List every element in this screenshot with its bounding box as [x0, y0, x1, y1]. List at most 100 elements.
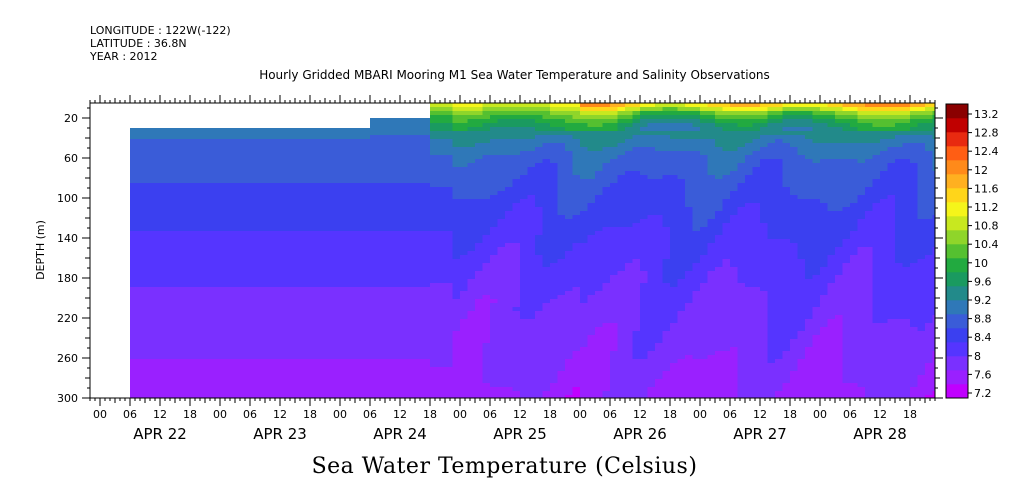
field-cell	[550, 347, 559, 352]
field-cell	[482, 391, 491, 396]
field-cell	[565, 283, 574, 288]
field-cell	[647, 359, 656, 364]
field-cell	[347, 219, 356, 224]
field-cell	[257, 263, 266, 268]
field-cell	[557, 199, 566, 204]
field-cell	[137, 183, 146, 188]
field-cell	[392, 391, 401, 396]
field-cell	[430, 171, 439, 176]
field-cell	[167, 211, 176, 216]
field-cell	[272, 367, 281, 372]
field-cell	[227, 139, 236, 144]
field-cell	[152, 343, 161, 348]
field-cell	[460, 199, 469, 204]
field-cell	[317, 359, 326, 364]
field-cell	[655, 203, 664, 208]
field-cell	[295, 171, 304, 176]
field-cell	[197, 243, 206, 248]
field-cell	[505, 323, 514, 328]
field-cell	[205, 175, 214, 180]
field-cell	[295, 323, 304, 328]
field-cell	[302, 395, 311, 398]
field-cell	[610, 211, 619, 216]
field-cell	[145, 239, 154, 244]
field-cell	[557, 155, 566, 160]
field-cell	[227, 299, 236, 304]
field-cell	[205, 247, 214, 252]
field-cell	[437, 247, 446, 252]
field-cell	[280, 247, 289, 252]
field-cell	[505, 347, 514, 352]
field-cell	[197, 203, 206, 208]
field-cell	[505, 267, 514, 272]
field-cell	[332, 291, 341, 296]
field-cell	[565, 315, 574, 320]
field-cell	[632, 379, 641, 384]
field-cell	[152, 291, 161, 296]
field-cell	[257, 231, 266, 236]
field-cell	[392, 179, 401, 184]
field-cell	[227, 319, 236, 324]
field-cell	[325, 355, 334, 360]
longitude-label: LONGITUDE : 122W(-122)	[90, 24, 231, 37]
field-cell	[422, 335, 431, 340]
field-cell	[227, 275, 236, 280]
field-cell	[370, 119, 379, 124]
field-cell	[467, 343, 476, 348]
field-cell	[445, 195, 454, 200]
field-cell	[362, 147, 371, 152]
field-cell	[430, 207, 439, 212]
field-cell	[452, 279, 461, 284]
field-cell	[437, 319, 446, 324]
field-cell	[272, 128, 281, 132]
field-cell	[475, 135, 484, 140]
field-cell	[550, 111, 559, 116]
field-cell	[362, 291, 371, 296]
field-cell	[625, 299, 634, 304]
field-cell	[317, 231, 326, 236]
field-cell	[565, 111, 574, 116]
field-cell	[542, 115, 551, 120]
field-cell	[647, 327, 656, 332]
field-cell	[475, 159, 484, 164]
field-cell	[572, 355, 581, 360]
field-cell	[625, 323, 634, 328]
field-cell	[265, 128, 274, 132]
field-cell	[130, 231, 139, 236]
field-cell	[632, 295, 641, 300]
field-cell	[355, 235, 364, 240]
field-cell	[317, 383, 326, 388]
field-cell	[385, 303, 394, 308]
field-cell	[377, 271, 386, 276]
field-cell	[287, 323, 296, 328]
field-cell	[542, 299, 551, 304]
field-cell	[235, 279, 244, 284]
field-cell	[137, 391, 146, 396]
field-cell	[310, 331, 319, 336]
field-cell	[145, 175, 154, 180]
field-cell	[325, 128, 334, 132]
field-cell	[520, 171, 529, 176]
field-cell	[550, 215, 559, 220]
field-cell	[467, 251, 476, 256]
field-cell	[527, 235, 536, 240]
field-cell	[197, 395, 206, 398]
field-cell	[310, 131, 319, 136]
field-cell	[565, 227, 574, 232]
field-cell	[325, 147, 334, 152]
field-cell	[295, 203, 304, 208]
field-cell	[557, 183, 566, 188]
field-cell	[295, 215, 304, 220]
field-cell	[640, 243, 649, 248]
field-cell	[542, 203, 551, 208]
field-cell	[130, 147, 139, 152]
field-cell	[572, 227, 581, 232]
field-cell	[205, 263, 214, 268]
field-cell	[490, 147, 499, 152]
field-cell	[160, 187, 169, 192]
field-cell	[385, 351, 394, 356]
field-cell	[182, 343, 191, 348]
field-cell	[535, 335, 544, 340]
field-cell	[595, 155, 604, 160]
field-cell	[625, 135, 634, 140]
